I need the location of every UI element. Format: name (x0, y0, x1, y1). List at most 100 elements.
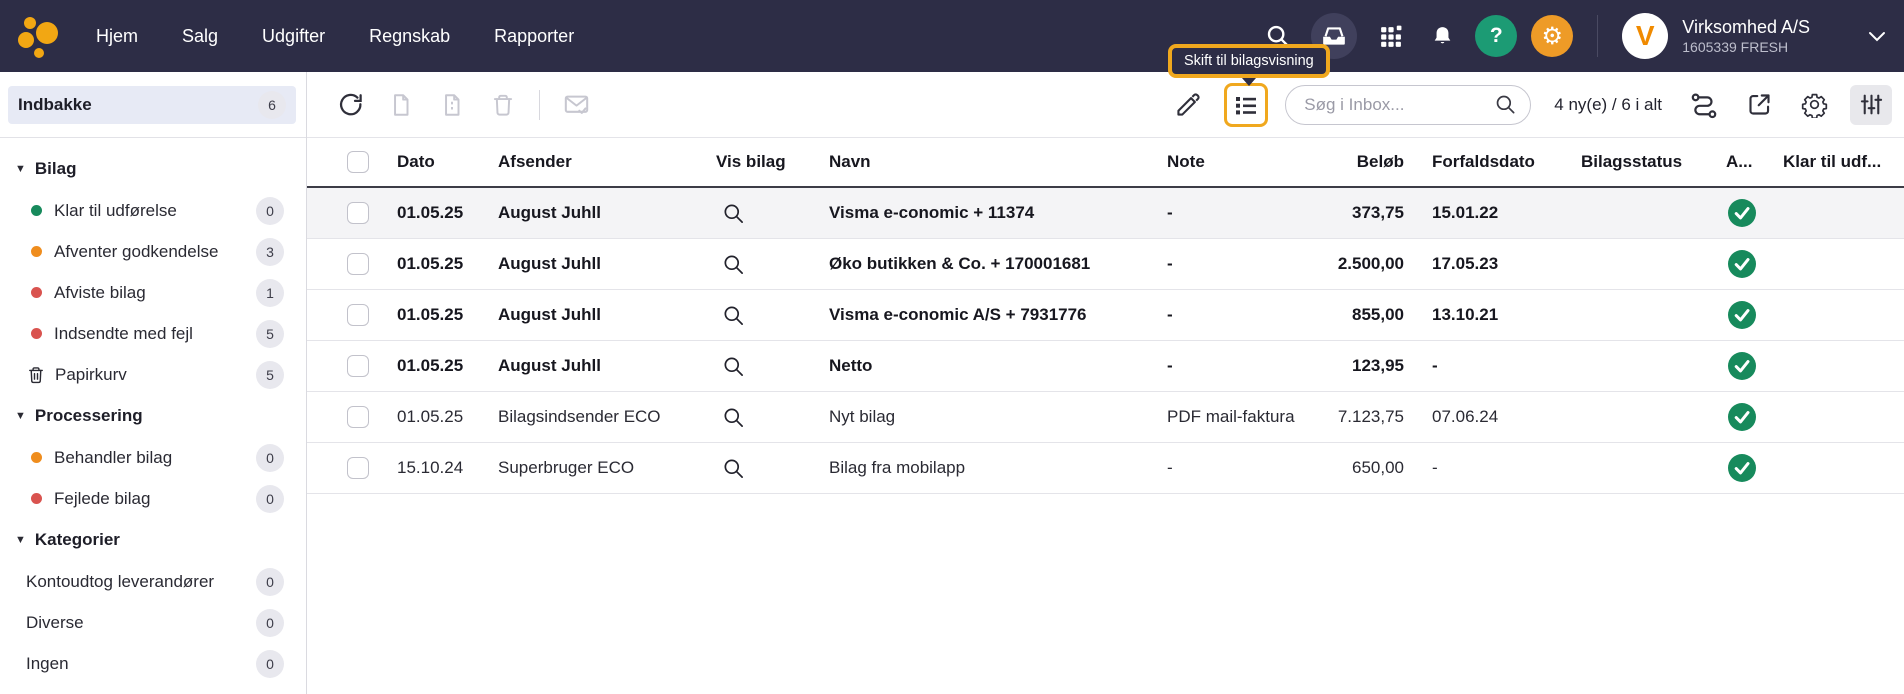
sidebar-item-fejlede-bilag[interactable]: Fejlede bilag 0 (0, 478, 306, 519)
row-checkbox[interactable] (347, 355, 369, 377)
column-header-dato[interactable]: Dato (397, 152, 435, 171)
sidebar-item-afventer-godkendelse[interactable]: Afventer godkendelse 3 (0, 231, 306, 272)
cell-belob: 650,00 (1352, 458, 1404, 477)
cell-dato: 01.05.25 (397, 356, 464, 375)
settings-gear-icon[interactable] (1795, 86, 1833, 124)
table-row[interactable]: 01.05.25 August Juhll Øko butikken & Co. +… (307, 239, 1904, 290)
sidebar-item-indsendte-med-fejl[interactable]: Indsendte med fejl 5 (0, 313, 306, 354)
sidebar-item-indbakke[interactable]: Indbakke 6 (8, 86, 296, 124)
cell-afsender: August Juhll (498, 356, 601, 375)
sidebar-item-label: Kontoudtog leverandører (26, 571, 215, 591)
table-row[interactable]: 01.05.25 Bilagsindsender ECO Nyt bilag PDF … (307, 392, 1904, 443)
toolbar: 4 ny(e) / 6 i alt (307, 72, 1904, 137)
company-switcher[interactable]: Virksomhed A/S 1605339 FRESH (1682, 16, 1810, 56)
count-badge: 0 (256, 196, 284, 225)
cell-forfaldsdato: 07.06.24 (1432, 407, 1499, 426)
nav-item-hjem[interactable]: Hjem (96, 25, 139, 46)
nav-item-udgifter[interactable]: Udgifter (262, 25, 326, 46)
view-document-icon[interactable] (722, 253, 745, 276)
select-all-checkbox[interactable] (347, 151, 369, 173)
app-grid-icon[interactable] (1371, 17, 1409, 55)
sidebar-sections: ▼ Bilag Klar til udførelse 0 Afventer godken… (0, 148, 306, 684)
table-row[interactable]: 15.10.24 Superbruger ECO Bilag fra mobilap… (307, 443, 1904, 494)
workflow-icon[interactable] (1685, 86, 1723, 124)
tooltip-caret (1242, 78, 1256, 86)
column-header-forfaldsdato[interactable]: Forfaldsdato (1432, 152, 1535, 171)
column-header-bilagsstatus[interactable]: Bilagsstatus (1581, 152, 1683, 171)
count-badge: 0 (256, 567, 284, 596)
delete-button[interactable] (484, 86, 522, 124)
cell-belob: 855,00 (1352, 305, 1404, 324)
search-icon[interactable] (1494, 93, 1517, 116)
red-dot-icon (31, 328, 42, 339)
table-row[interactable]: 01.05.25 August Juhll Visma e-conomic + 11… (307, 188, 1904, 239)
search-input[interactable] (1304, 94, 1495, 115)
view-document-icon[interactable] (722, 202, 745, 225)
sidebar-item-ingen[interactable]: Ingen 0 (0, 643, 306, 684)
column-header-navn[interactable]: Navn (829, 152, 871, 171)
split-document-button[interactable] (433, 86, 471, 124)
main-nav: Hjem Salg Udgifter Regnskab Rapporter (96, 26, 574, 47)
cell-forfaldsdato: - (1432, 356, 1438, 375)
sidebar-item-diverse[interactable]: Diverse 0 (0, 602, 306, 643)
sidebar-item-klar-til-udførelse[interactable]: Klar til udførelse 0 (0, 190, 306, 231)
view-document-icon[interactable] (722, 355, 745, 378)
view-document-icon[interactable] (722, 304, 745, 327)
section-title: Kategorier (34, 530, 120, 549)
row-checkbox[interactable] (347, 253, 369, 275)
row-checkbox[interactable] (347, 202, 369, 224)
sidebar-item-behandler-bilag[interactable]: Behandler bilag 0 (0, 437, 306, 478)
view-document-icon[interactable] (722, 457, 745, 480)
column-header-beløb[interactable]: Beløb (1356, 152, 1404, 171)
count-badge: 0 (256, 649, 284, 678)
sidebar-item-label: Papirkurv (55, 364, 127, 384)
cell-forfaldsdato: 17.05.23 (1432, 254, 1499, 273)
table-row[interactable]: 01.05.25 August Juhll Visma e-conomic A/S … (307, 290, 1904, 341)
refresh-button[interactable] (331, 86, 369, 124)
row-checkbox[interactable] (347, 457, 369, 479)
open-external-icon[interactable] (1740, 86, 1778, 124)
red-dot-icon (31, 287, 42, 298)
toolbar-divider (539, 89, 540, 120)
filter-sliders-icon[interactable] (1850, 84, 1892, 125)
nav-item-salg[interactable]: Salg (182, 25, 219, 46)
column-header-afsender[interactable]: Afsender (498, 152, 572, 171)
column-header-note[interactable]: Note (1167, 152, 1205, 171)
inbox-count-text: 4 ny(e) / 6 i alt (1554, 94, 1662, 114)
nav-item-regnskab[interactable]: Regnskab (369, 25, 451, 46)
nav-item-rapporter[interactable]: Rapporter (494, 25, 575, 46)
sidebar-item-kontoudtog-leverandører[interactable]: Kontoudtog leverandører 0 (0, 561, 306, 602)
help-icon[interactable]: ? (1475, 15, 1518, 57)
sidebar-item-afviste-bilag[interactable]: Afviste bilag 1 (0, 272, 306, 313)
e-conomic-logo-icon[interactable] (14, 8, 70, 64)
gear-icon[interactable]: ⚙ (1531, 15, 1574, 57)
new-document-button[interactable] (382, 86, 420, 124)
sidebar-section-processering[interactable]: ▼ Processering (0, 395, 306, 437)
sidebar-item-papirkurv[interactable]: Papirkurv 5 (0, 354, 306, 395)
collapse-triangle-icon: ▼ (15, 410, 26, 422)
sidebar-item-label: Indsendte med fejl (54, 323, 193, 343)
cell-navn: Visma e-conomic A/S + 7931776 (829, 305, 1087, 324)
approved-check-icon (1728, 403, 1756, 431)
column-header-vis-bilag[interactable]: Vis bilag (716, 152, 786, 171)
bell-icon[interactable] (1423, 17, 1461, 55)
row-checkbox[interactable] (347, 406, 369, 428)
approved-check-icon (1728, 301, 1756, 329)
sidebar-section-bilag[interactable]: ▼ Bilag (0, 148, 306, 190)
cell-navn: Visma e-conomic + 11374 (829, 203, 1035, 222)
column-header-a[interactable]: A... (1726, 152, 1753, 171)
sidebar-section-kategorier[interactable]: ▼ Kategorier (0, 519, 306, 561)
tooltip-skift-til-bilagsvisning: Skift til bilagsvisning (1168, 44, 1330, 78)
switch-view-button[interactable] (1224, 82, 1269, 127)
send-mail-button[interactable] (557, 86, 595, 124)
company-avatar[interactable]: V (1622, 13, 1669, 59)
table-row[interactable]: 01.05.25 August Juhll Netto - 123,95 - (307, 341, 1904, 392)
sidebar-item-label: Fejlede bilag (54, 488, 151, 508)
column-header-klar-til-udf[interactable]: Klar til udf... (1783, 152, 1882, 171)
toolbar-right: 4 ny(e) / 6 i alt (1169, 72, 1892, 137)
chevron-down-icon[interactable] (1868, 31, 1886, 42)
row-checkbox[interactable] (347, 304, 369, 326)
green-dot-icon (31, 205, 42, 216)
view-document-icon[interactable] (722, 406, 745, 429)
edit-pencil-icon[interactable] (1169, 86, 1207, 124)
